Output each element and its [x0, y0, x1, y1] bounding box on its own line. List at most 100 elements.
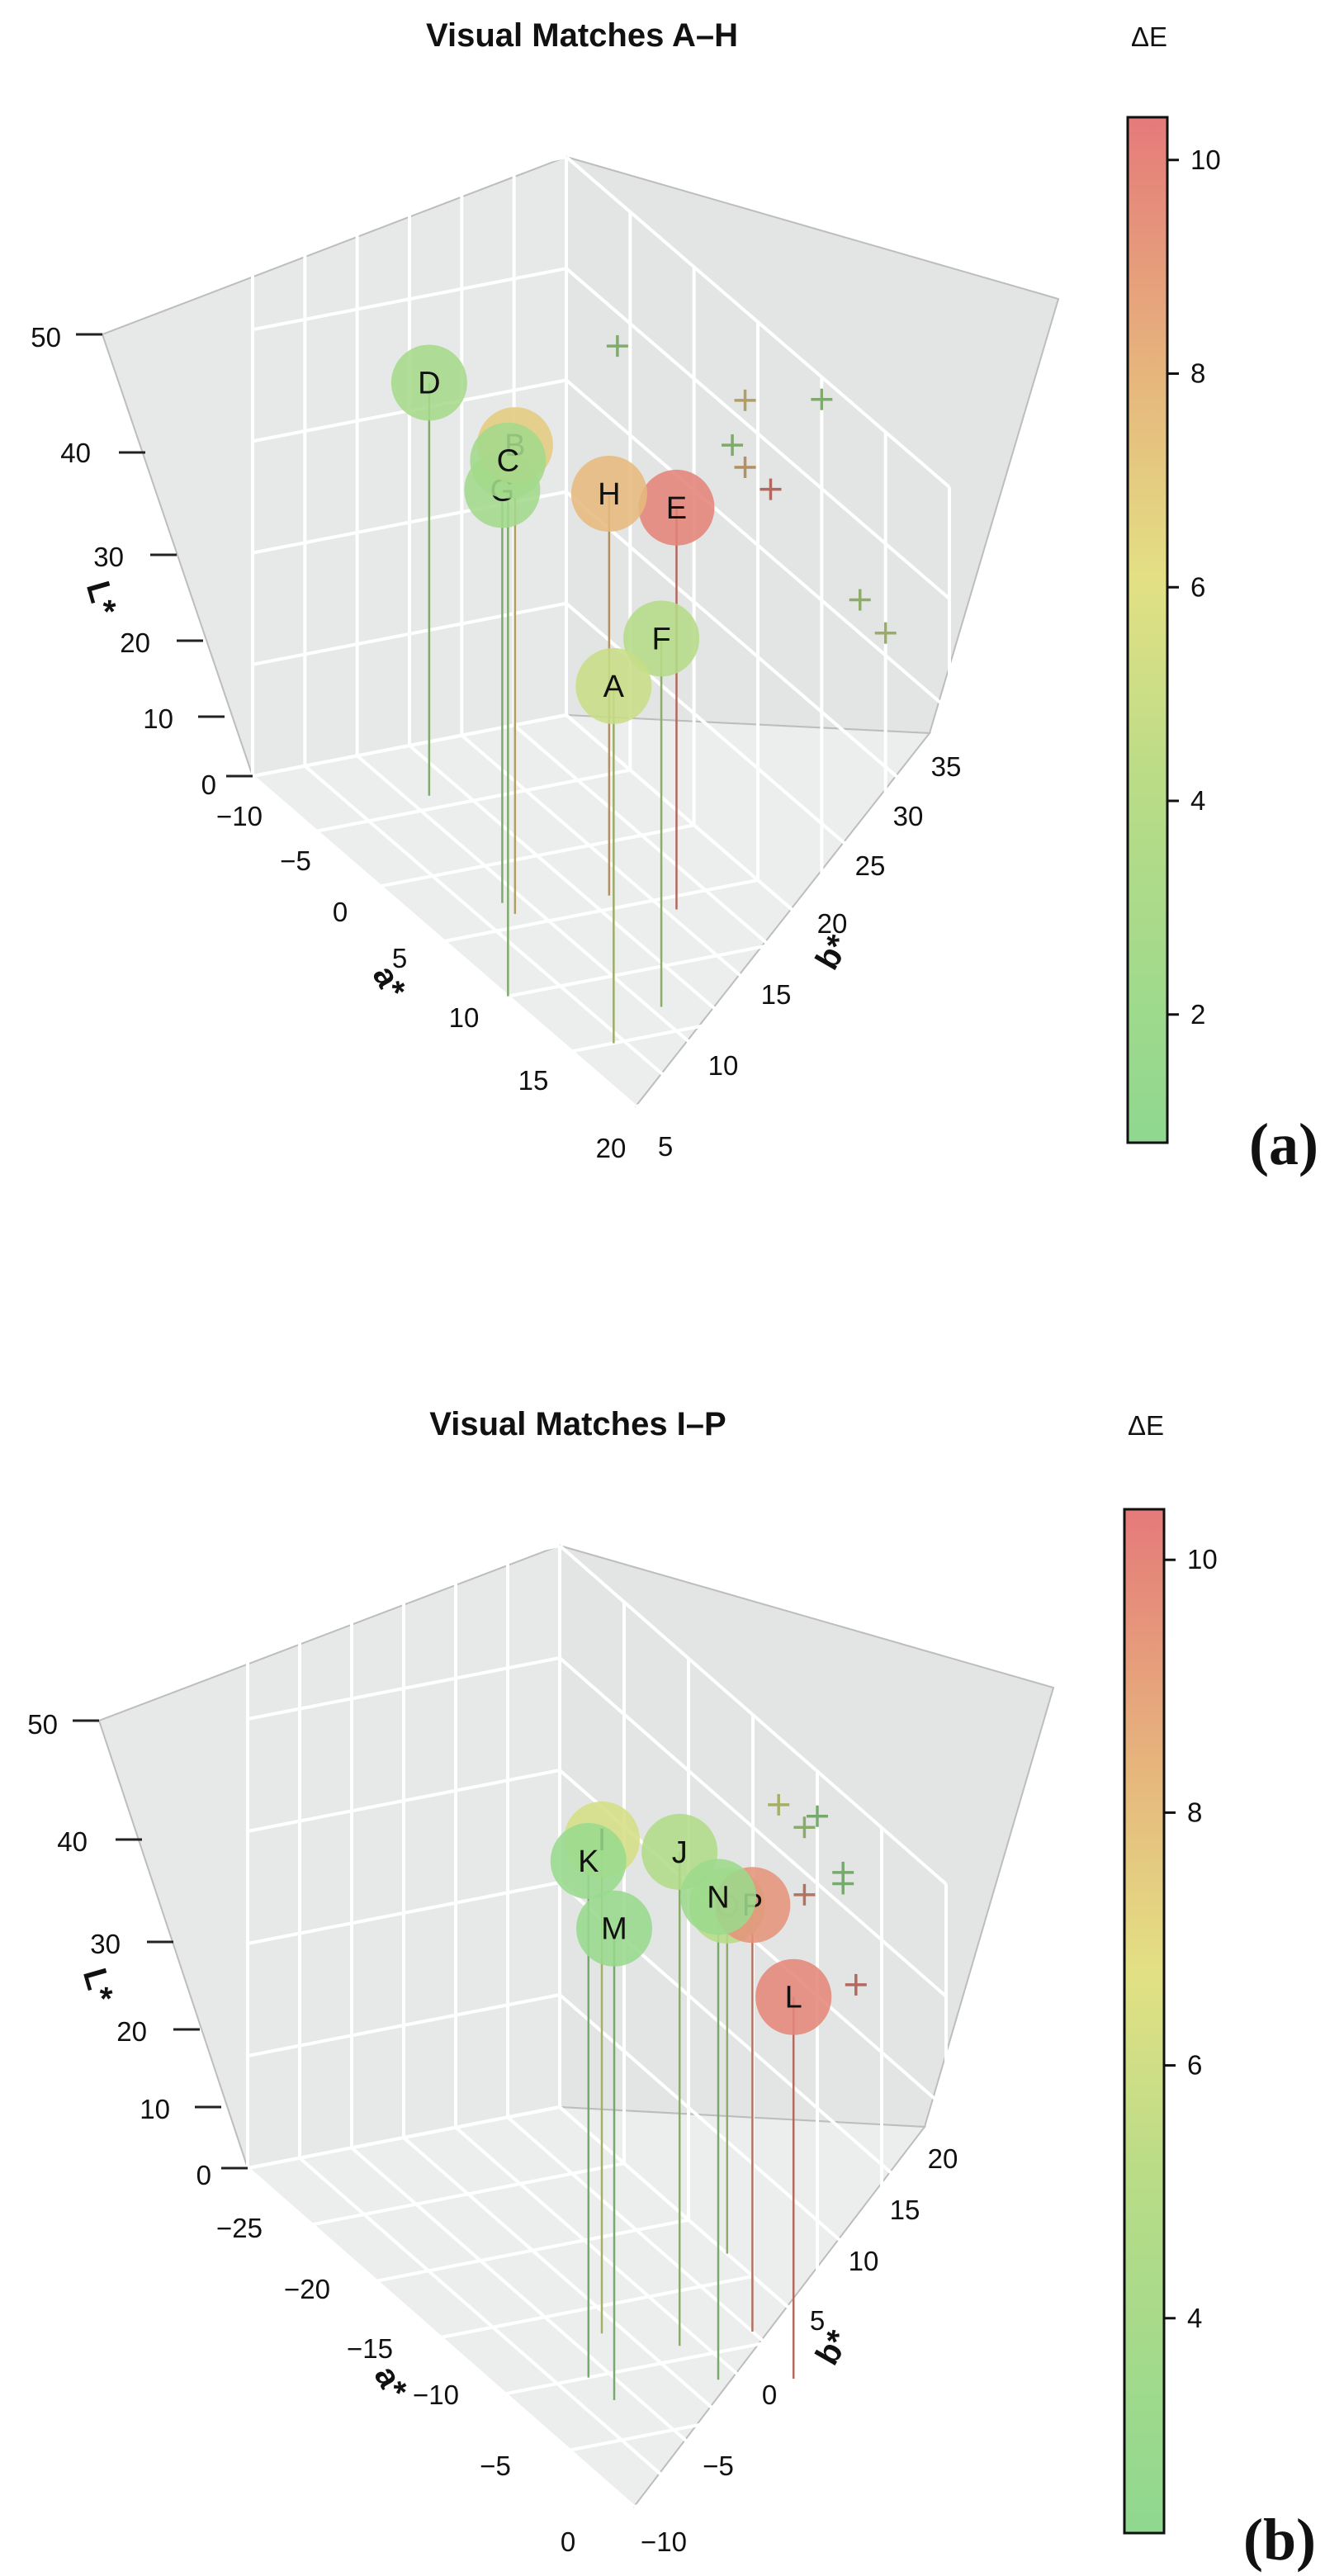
grid-line — [513, 723, 898, 1057]
point-K: K — [550, 1823, 627, 1899]
chart-b-colorbar — [1123, 1508, 1166, 2535]
z-tick-label: 10 — [140, 2094, 170, 2124]
y-tick-label: 5 — [658, 1131, 673, 1162]
chart-b-z-tick-marks — [73, 1719, 248, 2170]
grid-line — [247, 1769, 561, 1833]
chart-b-points: OPLJINKM — [550, 1801, 832, 2035]
x-tick-label: −5 — [280, 845, 311, 876]
point-label: E — [666, 491, 687, 526]
x-tick-label: −10 — [216, 801, 263, 831]
point-A: A — [575, 647, 652, 724]
grid-line — [565, 378, 951, 712]
colorbar-tick-label: 8 — [1190, 358, 1205, 389]
point-M: M — [576, 1890, 652, 1967]
chart-a-colorbar-title: ΔE — [1131, 21, 1167, 52]
grid-line — [350, 2146, 740, 2488]
point-label: F — [651, 622, 670, 656]
point-marker — [390, 344, 467, 421]
grid-line — [246, 2166, 636, 2508]
chart-a-zlabel: L* — [79, 577, 123, 619]
point-marker — [576, 1890, 652, 1967]
colorbar-tick-label: 10 — [1187, 1544, 1218, 1574]
y-tick-label: −5 — [703, 2451, 734, 2481]
chart-b-colorbar-ticks: 4 6 8 10 — [1164, 1544, 1218, 2333]
panel-a: Visual Matches A–H DEHGBFCA 50 40 30 20 … — [31, 17, 1318, 1177]
point-marker — [638, 469, 715, 546]
chart-a-y-ticks: 5 10 15 20 25 30 35 — [658, 751, 962, 1162]
point-marker — [470, 422, 547, 499]
point-marker — [550, 1823, 627, 1899]
x-tick-label: −25 — [216, 2213, 263, 2243]
chart-a-x-ticks: −10 −5 0 5 10 15 20 — [216, 801, 626, 1163]
chart-b-back-wall-left — [97, 1544, 561, 2170]
chart-a-colorbar — [1126, 116, 1169, 1144]
point-label: L — [785, 1981, 802, 2015]
z-tick-label: 40 — [60, 438, 91, 468]
x-tick-label: 5 — [392, 943, 407, 973]
point-marker — [755, 1958, 832, 2035]
chart-b-x-ticks: −25 −20 −15 −10 −5 0 — [216, 2213, 575, 2557]
grid-line — [402, 2136, 792, 2478]
point-label: C — [497, 444, 519, 479]
grid-line — [461, 734, 846, 1068]
z-tick-label: 0 — [201, 769, 216, 800]
grid-line — [356, 754, 741, 1087]
z-tick-label: 30 — [90, 1929, 121, 1959]
projection-cross — [811, 388, 833, 410]
z-tick-label: 20 — [120, 627, 150, 658]
y-tick-label: 10 — [708, 1050, 739, 1081]
grid-line — [247, 1881, 561, 1945]
point-D: D — [390, 344, 467, 421]
chart-b-xlabel: a* — [367, 2360, 414, 2405]
point-marker — [623, 600, 700, 677]
colorbar-tick-label: 6 — [1187, 2050, 1202, 2081]
colorbar-tick-label: 10 — [1190, 144, 1221, 175]
x-tick-label: 20 — [596, 1133, 627, 1163]
x-tick-label: 0 — [333, 897, 348, 927]
chart-b-grid — [246, 1544, 948, 2508]
projection-cross — [849, 589, 871, 611]
y-tick-label: 15 — [761, 979, 792, 1010]
colorbar-tick-label: 8 — [1187, 1797, 1202, 1827]
projection-cross — [807, 1805, 828, 1827]
point-E: E — [638, 469, 715, 546]
chart-b-title: Visual Matches I–P — [429, 1406, 726, 1442]
chart-b-y-ticks: −10 −5 0 5 10 15 20 — [641, 2143, 958, 2557]
z-tick-label: 50 — [27, 1709, 58, 1740]
grid-line — [298, 2157, 688, 2498]
point-label: H — [598, 477, 620, 512]
y-tick-label: 20 — [817, 908, 848, 939]
chart-a-z-tick-marks — [76, 333, 253, 778]
point-label: K — [578, 1844, 599, 1879]
projection-cross — [793, 1883, 816, 1906]
chart-b-zlabel: L* — [76, 1964, 120, 2006]
point-marker — [680, 1859, 756, 1935]
x-tick-label: 0 — [561, 2526, 575, 2557]
y-tick-label: 30 — [893, 801, 924, 831]
x-tick-label: −10 — [413, 2379, 459, 2410]
grid-line — [251, 774, 637, 1108]
point-label: J — [672, 1835, 688, 1870]
chart-a-points: DEHGBFCA — [390, 344, 715, 724]
projection-cross — [760, 478, 782, 500]
grid-line — [558, 1656, 948, 1998]
chart-b-z-ticks: 50 40 30 20 10 0 — [27, 1709, 211, 2190]
point-marker — [575, 647, 652, 724]
y-tick-label: 0 — [762, 2379, 777, 2410]
chart-b-colorbar-title: ΔE — [1128, 1410, 1164, 1441]
projection-cross — [606, 335, 628, 358]
point-label: D — [418, 366, 440, 400]
point-H: H — [570, 456, 647, 533]
projection-cross — [722, 434, 744, 457]
chart-a-title: Visual Matches A–H — [426, 17, 738, 54]
z-tick-label: 10 — [143, 703, 173, 734]
projection-cross — [845, 1973, 867, 1996]
z-tick-label: 20 — [116, 2016, 147, 2047]
point-F: F — [623, 600, 700, 677]
point-L: L — [755, 1958, 832, 2035]
y-tick-label: −10 — [641, 2526, 687, 2557]
colorbar-tick-label: 2 — [1190, 999, 1205, 1030]
grid-line — [558, 1544, 948, 1886]
grid-line — [565, 155, 951, 489]
